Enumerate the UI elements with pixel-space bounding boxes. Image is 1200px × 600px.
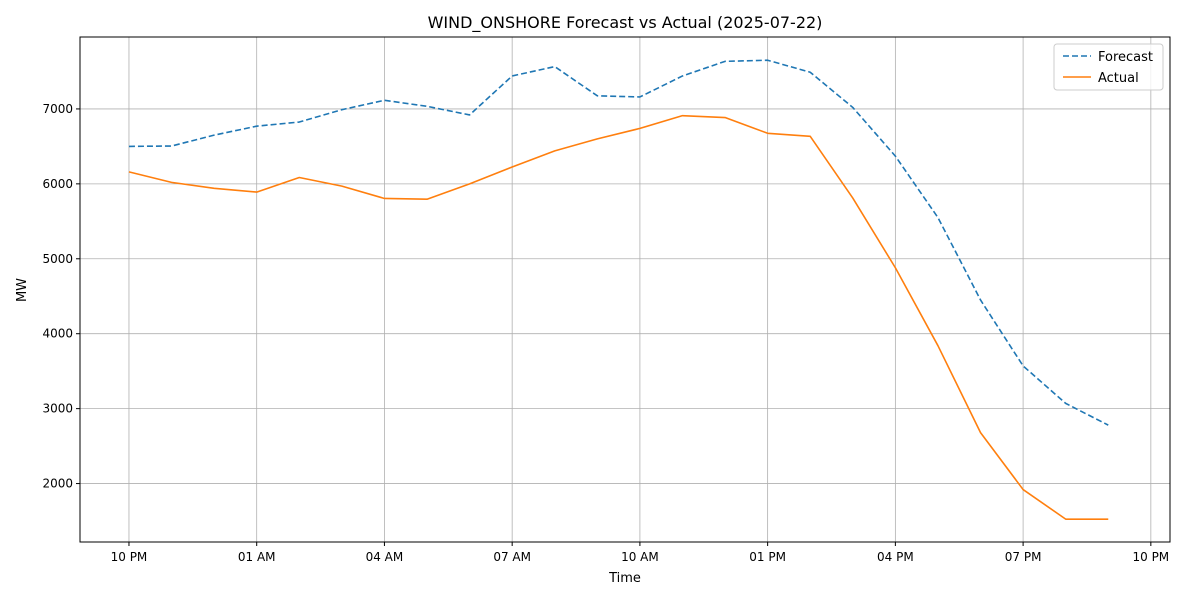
y-tick-label: 6000 <box>42 177 73 191</box>
legend-label-forecast: Forecast <box>1098 50 1153 65</box>
plot-frame <box>79 36 1171 543</box>
x-axis: 10 PM 01 AM 04 AM 07 AM 10 AM 01 PM 04 PM 07 PM… <box>111 542 1169 564</box>
y-axis: 2000 3000 4000 5000 6000 7000 <box>42 102 80 491</box>
x-tick-label: 07 PM <box>1005 550 1042 564</box>
x-tick-label: 01 AM <box>238 550 276 564</box>
x-tick-label: 10 PM <box>1132 550 1169 564</box>
grid <box>80 37 1170 542</box>
y-tick-label: 2000 <box>42 477 73 491</box>
x-axis-title: Time <box>608 571 641 586</box>
y-axis-title: MW <box>15 278 30 302</box>
series-layer <box>128 59 1109 520</box>
x-tick-label: 04 PM <box>877 550 914 564</box>
x-tick-label: 07 AM <box>493 550 531 564</box>
series-line-actual <box>128 114 1109 520</box>
y-tick-label: 4000 <box>42 327 73 341</box>
x-tick-label: 10 PM <box>111 550 148 564</box>
series-line-forecast <box>128 59 1109 426</box>
y-tick-label: 3000 <box>42 402 73 416</box>
x-tick-label: 10 AM <box>621 550 659 564</box>
legend-label-actual: Actual <box>1098 71 1139 86</box>
x-tick-label: 04 AM <box>366 550 404 564</box>
legend: Forecast Actual <box>1053 43 1164 91</box>
chart-title: WIND_ONSHORE Forecast vs Actual (2025-07… <box>428 13 823 33</box>
x-tick-label: 01 PM <box>749 550 786 564</box>
y-tick-label: 5000 <box>42 252 73 266</box>
y-tick-label: 7000 <box>42 102 73 116</box>
